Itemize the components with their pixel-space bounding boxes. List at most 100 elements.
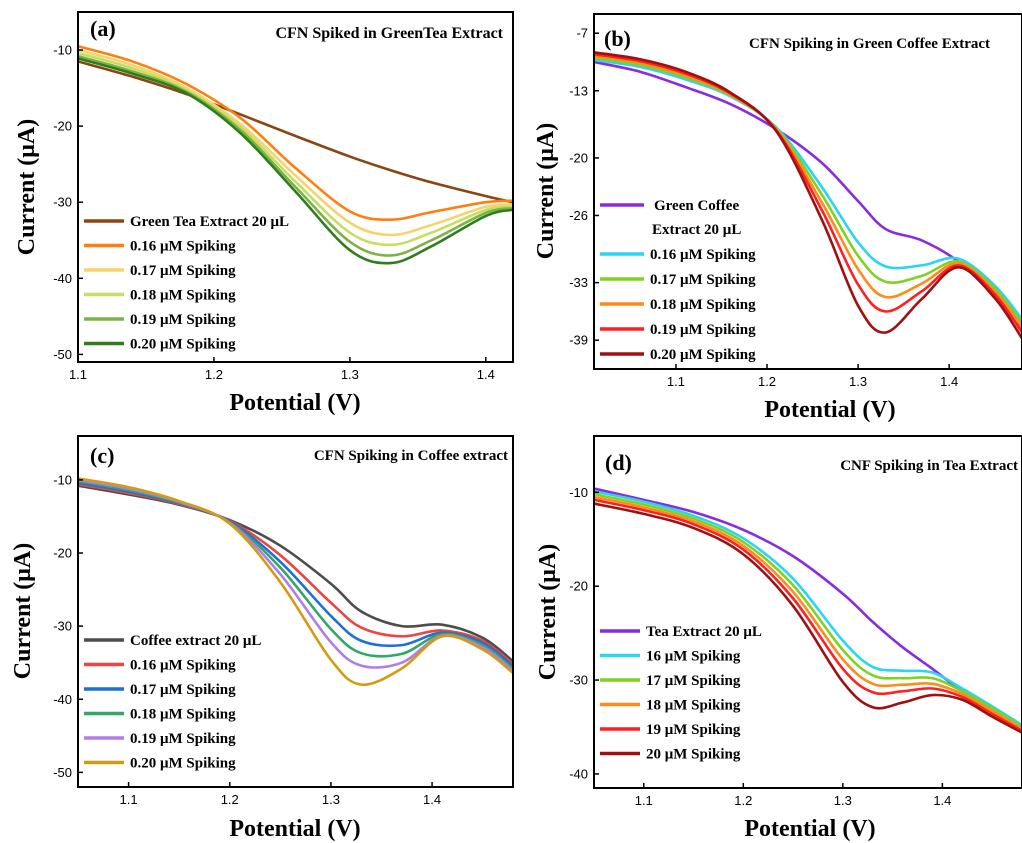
legend-item-5: 0.19 μM Spiking xyxy=(84,731,236,747)
x-tick-label: 1.2 xyxy=(221,792,239,807)
legend-label: 0.18 μM Spiking xyxy=(130,707,236,723)
series-line-1 xyxy=(78,60,513,204)
series-line-4 xyxy=(78,51,513,247)
x-tick-label: 1.4 xyxy=(477,367,495,382)
series-line-4 xyxy=(594,54,1022,329)
legend-label: 0.17 μM Spiking xyxy=(130,263,236,279)
series-line-3 xyxy=(594,56,1022,325)
legend-item-5: 0.19 μM Spiking xyxy=(600,322,756,338)
x-tick-label: 1.4 xyxy=(423,792,441,807)
series-lines xyxy=(594,487,1022,734)
legend-item-1: Green Tea Extract 20 μL xyxy=(84,214,289,230)
legend-item-2: 0.16 μM Spiking xyxy=(84,658,236,674)
y-axis-title: Current (μA) xyxy=(10,543,36,679)
legend-item-5: 19 μM Spiking xyxy=(600,722,741,738)
series-line-3 xyxy=(78,48,513,237)
plot-frame xyxy=(77,435,514,788)
panel-a: 1.1 1.2 1.3 1.4 -10 -20 -30 -40 -50 (a) CFN Spiked… xyxy=(14,11,514,416)
y-tick-label: -40 xyxy=(569,766,588,781)
panel-title: CNF Spiking in Tea Extract xyxy=(840,458,1018,474)
y-tick-label: -40 xyxy=(53,271,72,286)
legend-item-4: 0.18 μM Spiking xyxy=(84,707,236,723)
y-tick-label: -20 xyxy=(569,150,588,165)
series-line-5 xyxy=(594,53,1022,334)
x-tick-label: 1.4 xyxy=(940,374,958,389)
series-line-5 xyxy=(594,498,1022,733)
legend-label: 0.20 μM Spiking xyxy=(650,347,756,363)
x-tick-label: 1.4 xyxy=(933,793,951,808)
legend-label: 0.16 μM Spiking xyxy=(130,239,236,255)
panel-title: CFN Spiked in GreenTea Extract xyxy=(275,25,503,42)
legend-label: 0.19 μM Spiking xyxy=(130,312,236,328)
y-tick-label: -10 xyxy=(53,43,72,58)
legend-item-6: 0.20 μM Spiking xyxy=(84,337,236,353)
panel-d: 1.1 1.2 1.3 1.4 -10 -20 -30 -40 (d) CNF Spiking i… xyxy=(535,435,1022,842)
legend-label: Green Tea Extract 20 μL xyxy=(130,214,289,230)
series-lines xyxy=(78,44,513,265)
y-axis-title: Current (μA) xyxy=(533,123,559,259)
series-line-2 xyxy=(594,58,1022,321)
y-tick-label: -30 xyxy=(53,195,72,210)
legend-label: 18 μM Spiking xyxy=(646,698,741,714)
x-tick-label: 1.2 xyxy=(734,793,752,808)
legend-item-6: 0.20 μM Spiking xyxy=(84,756,236,772)
legend-label: 0.20 μM Spiking xyxy=(130,337,236,353)
x-tick-label: 1.1 xyxy=(667,374,685,389)
legend-item-4: 18 μM Spiking xyxy=(600,698,741,714)
series-line-5 xyxy=(78,54,513,257)
x-tick-label: 1.1 xyxy=(69,367,87,382)
y-tick-label: -39 xyxy=(569,333,588,348)
y-tick-label: -20 xyxy=(53,119,72,134)
x-tick-label: 1.1 xyxy=(635,793,653,808)
series-line-6 xyxy=(78,477,513,686)
x-tick-label: 1.3 xyxy=(341,367,359,382)
legend-label: 20 μM Spiking xyxy=(646,747,741,763)
legend-item-3: 0.17 μM Spiking xyxy=(600,272,756,288)
x-axis-title: Potential (V) xyxy=(229,816,360,842)
y-tick-label: -30 xyxy=(53,619,72,634)
y-tick-label: -30 xyxy=(569,673,588,688)
series-line-2 xyxy=(594,490,1022,727)
y-tick-label: -7 xyxy=(576,26,588,41)
panel-letter: (a) xyxy=(90,16,116,41)
legend-label: 0.20 μM Spiking xyxy=(130,756,236,772)
y-tick-label: -50 xyxy=(53,765,72,780)
legend-label: Tea Extract 20 μL xyxy=(646,624,762,640)
y-tick-label: -20 xyxy=(53,546,72,561)
legend: Green Tea Extract 20 μL 0.16 μM Spiking 0.… xyxy=(84,214,289,353)
panel-letter: (b) xyxy=(604,26,631,51)
legend-item-3: 0.17 μM Spiking xyxy=(84,682,236,698)
legend-item-3: 17 μM Spiking xyxy=(600,673,741,689)
legend-label: 0.19 μM Spiking xyxy=(650,322,756,338)
x-axis-title: Potential (V) xyxy=(229,390,360,416)
plot-frame xyxy=(77,11,514,363)
series-line-2 xyxy=(78,44,513,222)
y-tick-label: -10 xyxy=(53,472,72,487)
legend-label: 0.16 μM Spiking xyxy=(650,247,756,263)
legend-item-1: Coffee extract 20 μL xyxy=(84,633,261,649)
panel-title: CFN Spiking in Coffee extract xyxy=(314,448,508,464)
x-tick-label: 1.1 xyxy=(120,792,138,807)
legend-label: 0.18 μM Spiking xyxy=(130,288,236,304)
panel-letter: (d) xyxy=(605,450,632,475)
legend-label: 17 μM Spiking xyxy=(646,673,741,689)
series-line-3 xyxy=(594,492,1022,729)
legend-label: 0.19 μM Spiking xyxy=(130,731,236,747)
panel-b: 1.1 1.2 1.3 1.4 -7 -13 -20 -26 -33 -39 (b) CFN Spik… xyxy=(533,13,1022,423)
series-line-6 xyxy=(594,502,1022,734)
panel-c: 1.1 1.2 1.3 1.4 -10 -20 -30 -40 -50 (c) CFN Spikin… xyxy=(10,435,514,842)
y-tick-label: -10 xyxy=(569,485,588,500)
y-tick-label: -33 xyxy=(569,275,588,290)
y-tick-label: -40 xyxy=(53,692,72,707)
series-line-6 xyxy=(594,51,1022,340)
x-tick-label: 1.2 xyxy=(205,367,223,382)
legend-label: 0.17 μM Spiking xyxy=(130,682,236,698)
y-axis-title: Current (μA) xyxy=(14,119,40,255)
legend-item-2: 0.16 μM Spiking xyxy=(84,239,236,255)
series-line-1 xyxy=(594,60,1022,332)
x-tick-label: 1.3 xyxy=(834,793,852,808)
y-tick-label: -13 xyxy=(569,83,588,98)
legend-item-2: 16 μM Spiking xyxy=(600,649,741,665)
legend-item-1: Green Coffee Extract 20 μL xyxy=(600,198,741,238)
